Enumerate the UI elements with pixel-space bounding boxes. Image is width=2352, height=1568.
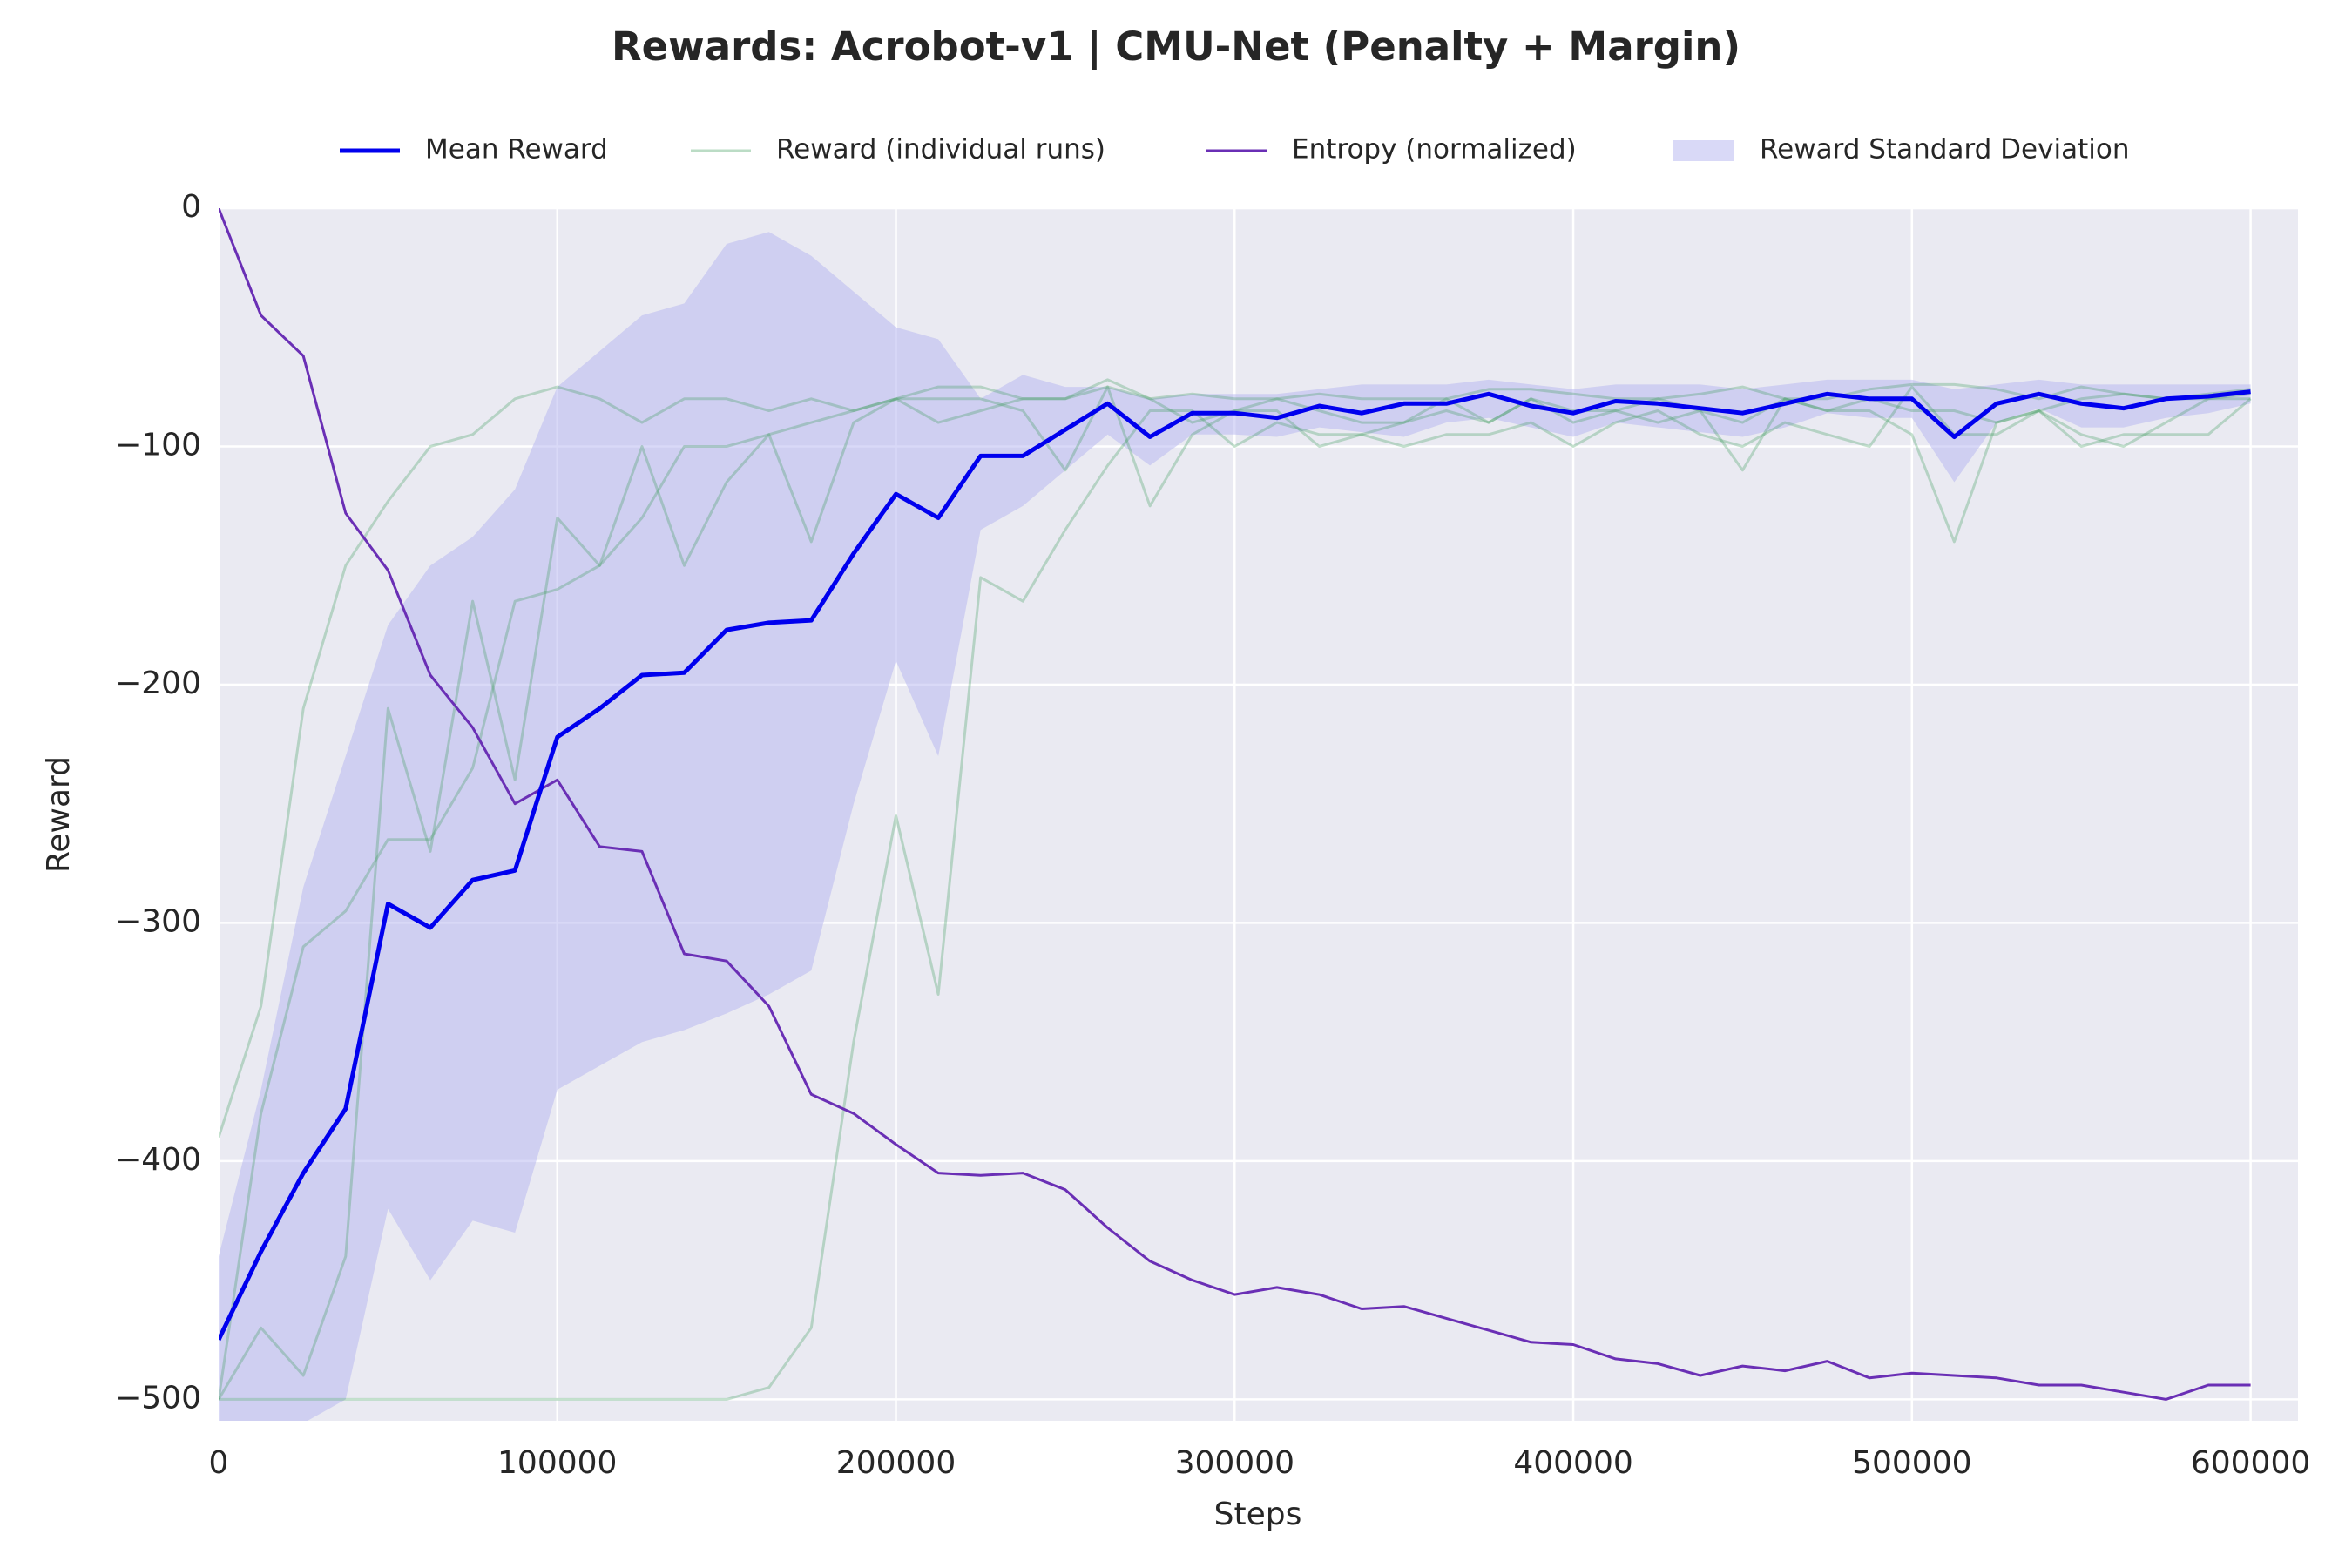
chart-title: Rewards: Acrobot-v1 | CMU-Net (Penalty +…	[612, 24, 1740, 70]
x-tick-label: 300000	[1175, 1445, 1294, 1481]
std-band	[219, 232, 2251, 1421]
entropy-line	[219, 208, 2251, 1401]
plot	[219, 208, 2252, 1421]
run-line	[219, 378, 2251, 1139]
y-tick-label: 0	[181, 189, 201, 225]
legend-label: Reward Standard Deviation	[1760, 134, 2129, 166]
legend-swatch	[1673, 140, 1734, 161]
x-tick-label: 400000	[1513, 1445, 1632, 1481]
legend-label: Entropy (normalized)	[1292, 134, 1577, 166]
legend-label: Mean Reward	[425, 134, 608, 166]
x-tick-label: 100000	[497, 1445, 617, 1481]
legend: Mean Reward Reward (individual runs) Ent…	[340, 134, 2129, 166]
legend-label: Reward (individual runs)	[776, 134, 1105, 166]
y-tick-label: −400	[115, 1142, 201, 1178]
mean-line	[219, 389, 2251, 1342]
y-tick-label: −200	[115, 666, 201, 701]
x-tick-label: 200000	[836, 1445, 956, 1481]
run-line	[219, 385, 2252, 1401]
run-line	[219, 385, 2251, 1400]
x-tick-label: 500000	[1852, 1445, 1971, 1481]
y-tick-label: −100	[115, 427, 201, 463]
x-axis-label: Steps	[1214, 1497, 1302, 1532]
y-tick-label: −300	[115, 903, 201, 939]
y-axis-label: Reward	[41, 756, 77, 873]
y-tick-label: −500	[115, 1380, 201, 1416]
run-line	[219, 385, 2251, 1401]
x-tick-label: 600000	[2191, 1445, 2310, 1481]
x-tick-label: 0	[209, 1445, 229, 1481]
